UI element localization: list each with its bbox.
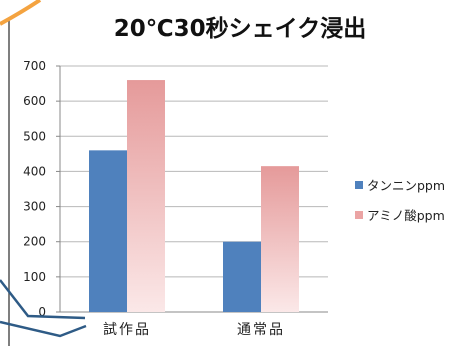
category-label: 試作品	[103, 322, 151, 338]
bar-tannin-prototype	[89, 150, 127, 312]
y-tick-label: 200	[23, 235, 46, 249]
chart-title: 20℃30秒シェイク浸出	[114, 16, 366, 42]
y-tick-label: 500	[23, 129, 46, 143]
y-tick-label: 600	[23, 94, 46, 108]
legend: タンニンppm アミノ酸ppm	[355, 178, 445, 223]
y-tick-label: 400	[23, 164, 46, 178]
orange-accent-stroke	[0, 0, 42, 26]
axes: 0 100 200 300 400 500 600 700	[23, 59, 328, 319]
y-tick-label: 300	[23, 200, 46, 214]
legend-label-tannin: タンニンppm	[367, 178, 445, 193]
bar-amino-acid-prototype	[127, 80, 165, 312]
y-tick-label: 100	[23, 270, 46, 284]
legend-swatch-amino-acid	[355, 211, 363, 219]
category-label: 通常品	[237, 322, 285, 338]
y-tick-label: 700	[23, 59, 46, 73]
bar-amino-acid-regular	[261, 166, 299, 312]
bars	[89, 80, 299, 312]
legend-label-amino-acid: アミノ酸ppm	[367, 208, 445, 223]
y-tick-label: 0	[38, 305, 46, 319]
legend-swatch-tannin	[355, 181, 363, 189]
category-labels: 試作品 通常品	[103, 322, 285, 338]
bar-tannin-regular	[223, 241, 261, 312]
callout-arrow	[0, 279, 87, 338]
